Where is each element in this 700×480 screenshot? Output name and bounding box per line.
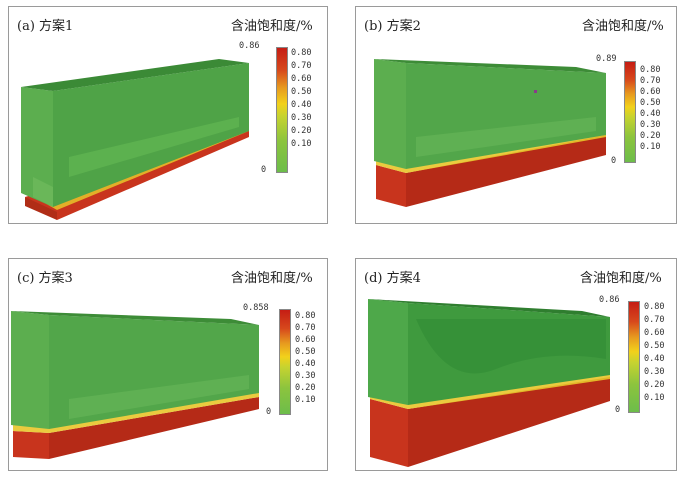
colorbar-tick: 0.40 — [640, 109, 661, 119]
colorbar — [279, 309, 291, 415]
panel-scheme-3: (c) 方案3 含油饱和度/% 0.858 0 0.80 0.70 0.60 0… — [8, 258, 328, 471]
colorbar-tick: 0.60 — [295, 335, 316, 345]
colorbar-min-label: 0 — [261, 165, 267, 175]
colorbar-unit-label: 含油饱和度/% — [582, 19, 664, 34]
panel-caption: (d) 方案4 — [364, 271, 421, 286]
colorbar-tick: 0.40 — [291, 100, 312, 110]
colorbar-tick: 0.20 — [295, 383, 316, 393]
reservoir-model-3d — [374, 59, 606, 207]
colorbar-tick: 0.30 — [644, 367, 665, 377]
colorbar-tick: 0.60 — [640, 87, 661, 97]
colorbar-max-label: 0.86 — [239, 41, 260, 51]
reservoir-model-3d — [368, 299, 610, 467]
colorbar-min-label: 0 — [615, 405, 621, 415]
colorbar-tick: 0.20 — [640, 131, 661, 141]
colorbar-tick: 0.70 — [295, 323, 316, 333]
reservoir-model-3d — [21, 59, 249, 220]
colorbar — [624, 61, 636, 163]
colorbar-tick: 0.70 — [640, 76, 661, 86]
colorbar-tick: 0.80 — [640, 65, 661, 75]
colorbar-tick: 0.50 — [295, 347, 316, 357]
panel-scheme-4: (d) 方案4 含油饱和度/% 0.86 0 0.80 0.70 0.60 0.… — [355, 258, 677, 471]
colorbar — [276, 47, 288, 173]
colorbar-max-label: 0.89 — [596, 54, 617, 64]
colorbar-max-label: 0.858 — [243, 303, 269, 313]
colorbar-tick: 0.50 — [644, 341, 665, 351]
colorbar-tick: 0.40 — [644, 354, 665, 364]
colorbar-tick: 0.10 — [295, 395, 316, 405]
colorbar-unit-label: 含油饱和度/% — [231, 19, 313, 34]
colorbar-unit-label: 含油饱和度/% — [580, 271, 662, 286]
colorbar-tick: 0.70 — [644, 315, 665, 325]
colorbar — [628, 301, 640, 413]
panel-caption: (a) 方案1 — [17, 19, 74, 34]
colorbar-tick: 0.20 — [644, 380, 665, 390]
colorbar-max-label: 0.86 — [599, 295, 620, 305]
colorbar-tick: 0.30 — [640, 120, 661, 130]
colorbar-tick: 0.80 — [295, 311, 316, 321]
colorbar-tick: 0.10 — [644, 393, 665, 403]
colorbar-tick: 0.40 — [295, 359, 316, 369]
panel-scheme-2: (b) 方案2 含油饱和度/% 0.89 0 0.80 0.70 0.60 0.… — [355, 6, 677, 224]
colorbar-tick: 0.60 — [291, 74, 312, 84]
colorbar-tick: 0.70 — [291, 61, 312, 71]
colorbar-min-label: 0 — [611, 156, 617, 166]
colorbar-min-label: 0 — [266, 407, 272, 417]
colorbar-tick: 0.30 — [291, 113, 312, 123]
colorbar-unit-label: 含油饱和度/% — [231, 271, 313, 286]
colorbar-tick: 0.80 — [291, 48, 312, 58]
panel-caption: (c) 方案3 — [17, 271, 73, 286]
colorbar-tick: 0.10 — [291, 139, 312, 149]
panel-caption: (b) 方案2 — [364, 19, 421, 34]
colorbar-tick: 0.20 — [291, 126, 312, 136]
panel-scheme-1: (a) 方案1 含油饱和度/% 0.86 0 0.80 0.70 0.60 0.… — [8, 6, 328, 224]
colorbar-tick: 0.50 — [291, 87, 312, 97]
colorbar-tick: 0.80 — [644, 302, 665, 312]
colorbar-tick: 0.60 — [644, 328, 665, 338]
colorbar-tick: 0.10 — [640, 142, 661, 152]
colorbar-tick: 0.50 — [640, 98, 661, 108]
reservoir-model-3d — [11, 311, 259, 459]
colorbar-tick: 0.30 — [295, 371, 316, 381]
